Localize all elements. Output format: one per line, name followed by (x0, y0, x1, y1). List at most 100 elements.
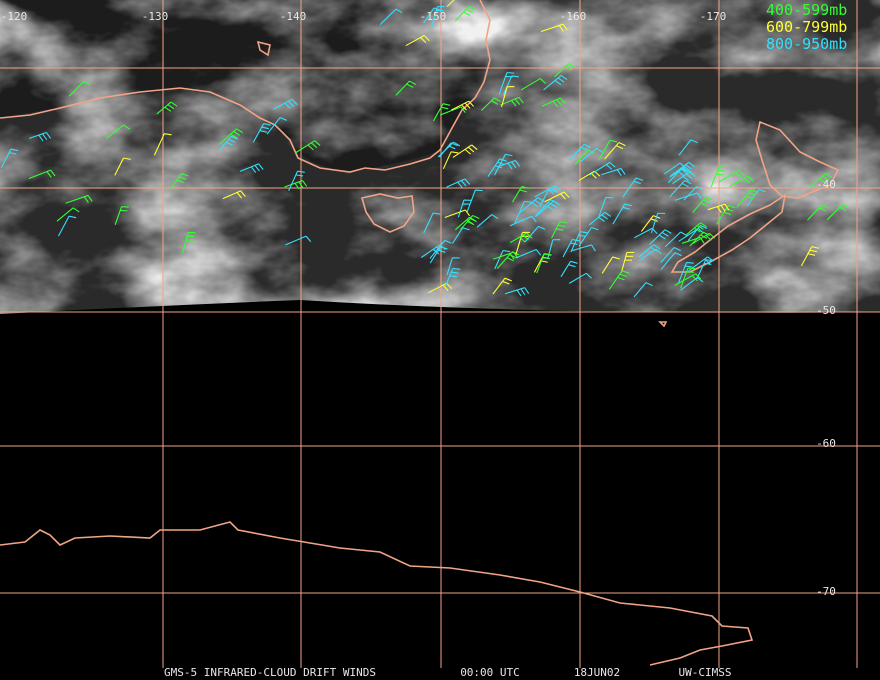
wind-barb (604, 142, 626, 160)
footer-text: GMS-5 INFRARED-CLOUD DRIFT WINDS (164, 666, 376, 679)
footer-text: 18JUN02 (574, 666, 620, 679)
wind-barb (509, 232, 533, 244)
wind-barb (219, 128, 243, 145)
wind-barb (535, 200, 561, 217)
wind-barb (444, 267, 461, 287)
legend-entry: 400-599mb (766, 1, 847, 19)
satellite-image (0, 0, 880, 314)
wind-barb (683, 186, 704, 201)
wind-barb (570, 231, 588, 253)
wind-barb (589, 161, 616, 176)
longitude-label: -140 (280, 10, 307, 23)
wind-barb (660, 252, 682, 270)
wind-barb (541, 23, 568, 33)
wind-barb (541, 97, 566, 108)
wind-barb (285, 235, 312, 246)
wind-barb (56, 207, 80, 222)
wind-barb (509, 215, 537, 227)
wind-barb (379, 8, 403, 26)
wind-barb (620, 251, 635, 273)
wind-barb (57, 215, 77, 237)
wind-barb (481, 97, 501, 111)
wind-barb (539, 189, 556, 207)
wind-barb (500, 96, 524, 107)
wind-barb (633, 282, 653, 298)
wind-barb (826, 203, 850, 221)
wind-barb (674, 192, 702, 201)
wind-barb (648, 229, 672, 246)
longitude-label: -130 (142, 10, 169, 23)
wind-barb (266, 117, 288, 135)
wind-barb (170, 173, 189, 190)
wind-barb (442, 151, 459, 170)
wind-barb (800, 246, 819, 267)
longitude-label: -150 (420, 10, 447, 23)
wind-barb (728, 175, 754, 188)
legend-entry: 800-950mb (766, 35, 847, 53)
wind-barbs (0, 0, 850, 298)
wind-barb (288, 170, 305, 192)
wind-barb (446, 257, 460, 276)
wind-barb (452, 144, 478, 158)
wind-barb (502, 75, 520, 96)
wind-barb (598, 139, 618, 160)
wind-barb (551, 221, 568, 239)
wind-barb (496, 251, 520, 269)
wind-barb (536, 253, 552, 274)
wind-barb (114, 157, 131, 176)
legend-entry: 600-799mb (766, 18, 847, 36)
wind-barb (460, 215, 480, 230)
latitude-label: -60 (816, 437, 836, 450)
latitude-label: -50 (816, 304, 836, 317)
wind-barb (498, 72, 515, 95)
wind-barb (444, 209, 471, 219)
wind-barb (687, 225, 708, 241)
wind-barb (680, 267, 696, 289)
wind-barb (601, 167, 626, 177)
wind-barb (492, 277, 512, 295)
wind-barb (568, 143, 591, 161)
wind-barb (423, 212, 441, 234)
wind-barb (452, 227, 470, 244)
wind-barb (639, 248, 662, 262)
wind-barb (65, 194, 93, 204)
wind-barb (68, 81, 91, 97)
wind-barb (218, 135, 239, 151)
longitude-label: -120 (1, 10, 28, 23)
wind-barb (716, 205, 736, 225)
wind-barb (638, 244, 661, 258)
wind-barb (669, 166, 692, 178)
wind-barb (519, 197, 545, 213)
wind-barb (622, 177, 644, 198)
wind-barb (710, 166, 727, 188)
wind-barb (0, 148, 19, 169)
wind-barb (674, 273, 702, 286)
wind-barb (239, 163, 264, 173)
wind-barb (669, 161, 695, 177)
wind-barb (807, 204, 829, 221)
wind-barb (294, 140, 321, 154)
wind-barb (534, 184, 562, 198)
wind-barb (669, 180, 692, 198)
wind-barb (494, 250, 511, 270)
wind-barb (809, 173, 832, 188)
wind-barb (686, 222, 707, 236)
wind-barb (222, 190, 246, 200)
wind-barb (494, 153, 513, 176)
footer-text: UW-CIMSS (679, 666, 732, 679)
wind-barb (544, 191, 570, 203)
wind-barb (273, 98, 298, 110)
wind-barb (428, 282, 453, 294)
wind-barb (395, 80, 417, 96)
wind-barb (718, 169, 745, 183)
wind-barb (451, 100, 475, 111)
wind-barb (29, 131, 52, 142)
wind-barb (588, 211, 612, 226)
wind-barb (432, 103, 451, 122)
wind-barb (660, 247, 681, 263)
longitude-label: -170 (700, 10, 727, 23)
latitude-label: -70 (816, 585, 836, 598)
